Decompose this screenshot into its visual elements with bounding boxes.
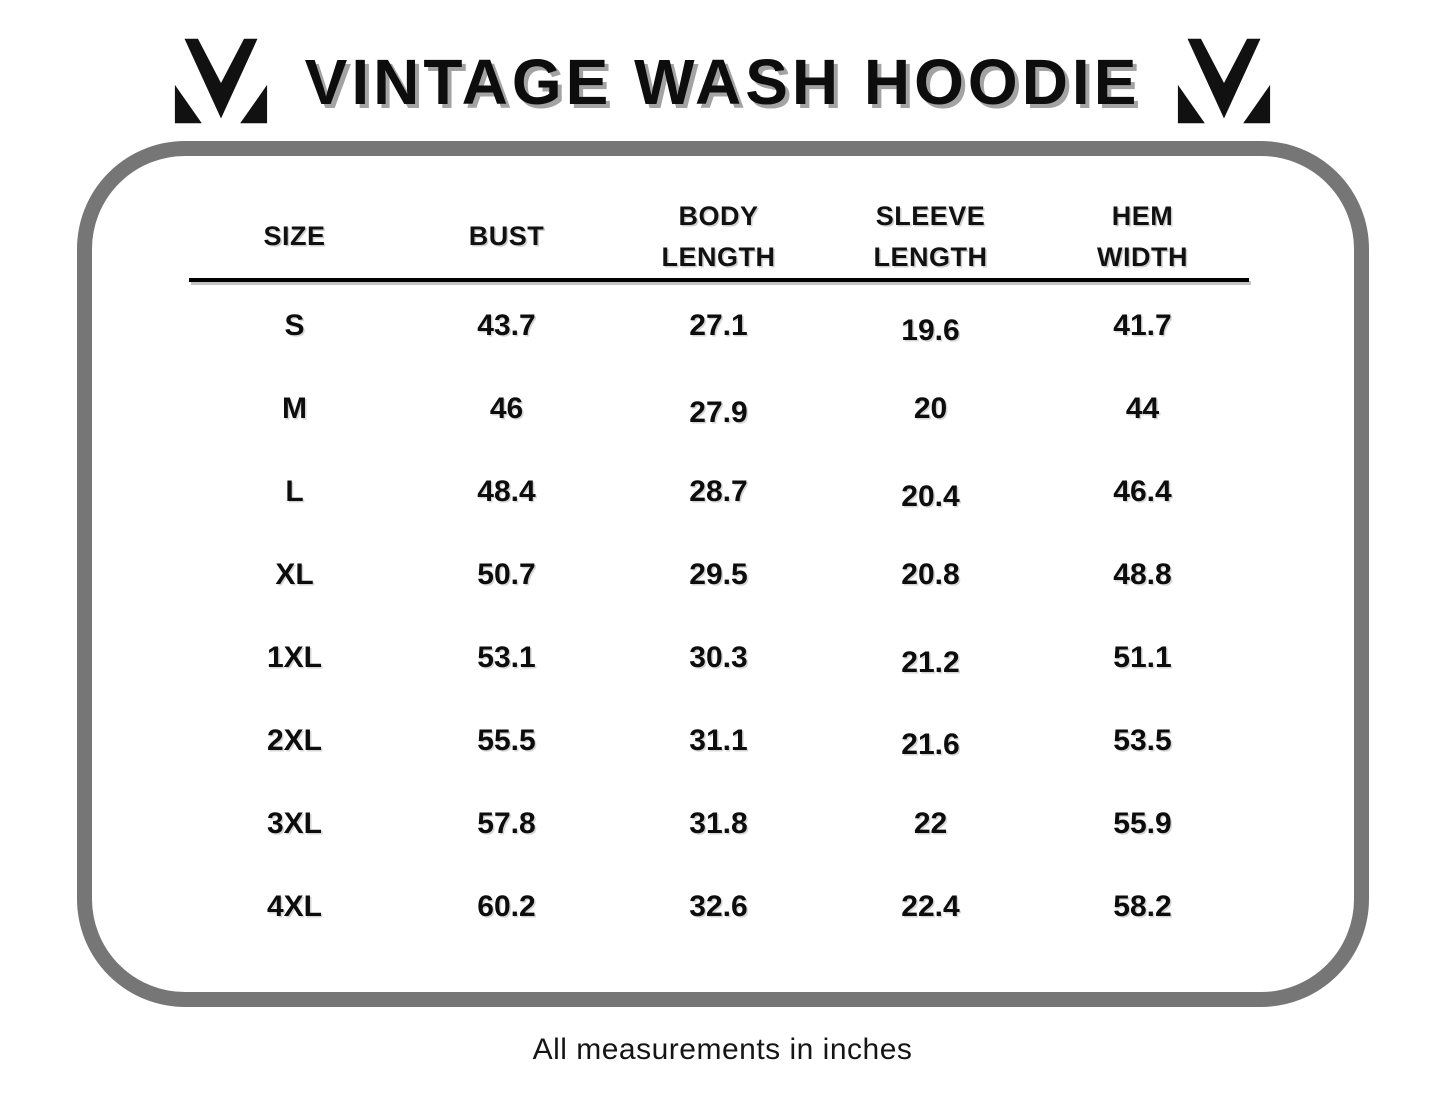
measurement-value: 21.2 <box>901 645 960 679</box>
table-row: 2XL 55.5 31.1 21.6 53.5 <box>189 699 1249 782</box>
size-chart-page: VINTAGE WASH HOODIE SIZE BUST BODY LENGT… <box>0 0 1445 1066</box>
column-header-bust: BUST <box>468 221 545 252</box>
measurement-value: 53.1 <box>477 640 536 674</box>
measurement-value: 32.6 <box>689 889 748 923</box>
size-table: SIZE BUST BODY LENGTH SLEEVE LENGTH HEM … <box>188 156 1249 948</box>
measurement-value: 53.5 <box>1113 723 1172 757</box>
measurement-value: 31.1 <box>689 723 748 757</box>
size-label: S <box>284 308 305 342</box>
column-header-body-length: BODY LENGTH <box>661 201 776 272</box>
measurement-value: 30.3 <box>689 640 748 674</box>
measurement-value: 20.8 <box>901 557 960 591</box>
size-label: 1XL <box>266 640 323 674</box>
measurement-value: 57.8 <box>477 806 536 840</box>
measurement-value: 19.6 <box>901 313 960 347</box>
size-table-body: S 43.7 27.1 19.6 41.7 M 46 27.9 20 44 L 48.4 28.7 20.… <box>189 284 1249 948</box>
size-table-header-row: SIZE BUST BODY LENGTH SLEEVE LENGTH HEM … <box>189 156 1249 272</box>
measurement-value: 44 <box>1125 391 1160 425</box>
measurement-value: 60.2 <box>477 889 536 923</box>
measurement-value: 21.6 <box>901 727 960 761</box>
measurement-value: 28.7 <box>689 474 748 508</box>
measurement-value: 29.5 <box>689 557 748 591</box>
table-row: 3XL 57.8 31.8 22 55.9 <box>189 782 1249 865</box>
measurement-value: 27.9 <box>689 395 748 429</box>
measurement-value: 51.1 <box>1113 640 1172 674</box>
table-row: S 43.7 27.1 19.6 41.7 <box>189 284 1249 367</box>
measurement-value: 31.8 <box>689 806 748 840</box>
measurement-value: 48.4 <box>477 474 536 508</box>
measurement-value: 55.9 <box>1113 806 1172 840</box>
m-monogram-logo-left <box>173 37 269 127</box>
size-label: XL <box>275 557 314 591</box>
size-label: 3XL <box>266 806 323 840</box>
measurement-value: 48.8 <box>1113 557 1172 591</box>
footer-note: All measurements in inches <box>532 1033 913 1066</box>
table-row: 1XL 53.1 30.3 21.2 51.1 <box>189 616 1249 699</box>
measurement-value: 22.4 <box>901 889 960 923</box>
header: VINTAGE WASH HOODIE <box>0 0 1445 135</box>
column-header-size: SIZE <box>263 221 326 252</box>
measurement-value: 20.4 <box>901 479 960 513</box>
size-label: M <box>282 391 307 425</box>
table-row: XL 50.7 29.5 20.8 48.8 <box>189 533 1249 616</box>
m-monogram-logo-right <box>1176 37 1272 127</box>
measurement-value: 55.5 <box>477 723 536 757</box>
size-label: L <box>285 474 304 508</box>
measurement-value: 43.7 <box>477 308 536 342</box>
measurement-value: 50.7 <box>477 557 536 591</box>
measurement-value: 46.4 <box>1113 474 1172 508</box>
table-row: M 46 27.9 20 44 <box>189 367 1249 450</box>
header-divider-line <box>188 278 1249 282</box>
measurement-value: 27.1 <box>689 308 748 342</box>
column-header-hem-width: HEM WIDTH <box>1097 201 1188 272</box>
table-row: L 48.4 28.7 20.4 46.4 <box>189 450 1249 533</box>
measurement-value: 22 <box>913 806 948 840</box>
size-label: 4XL <box>266 889 323 923</box>
size-chart-panel: SIZE BUST BODY LENGTH SLEEVE LENGTH HEM … <box>76 141 1369 1007</box>
measurement-value: 46 <box>489 391 524 425</box>
page-title: VINTAGE WASH HOODIE <box>304 45 1141 118</box>
measurement-value: 41.7 <box>1113 308 1172 342</box>
measurement-value: 58.2 <box>1113 889 1172 923</box>
column-header-sleeve-length: SLEEVE LENGTH <box>873 201 988 272</box>
table-row: 4XL 60.2 32.6 22.4 58.2 <box>189 865 1249 948</box>
measurement-value: 20 <box>913 391 948 425</box>
size-label: 2XL <box>266 723 323 757</box>
